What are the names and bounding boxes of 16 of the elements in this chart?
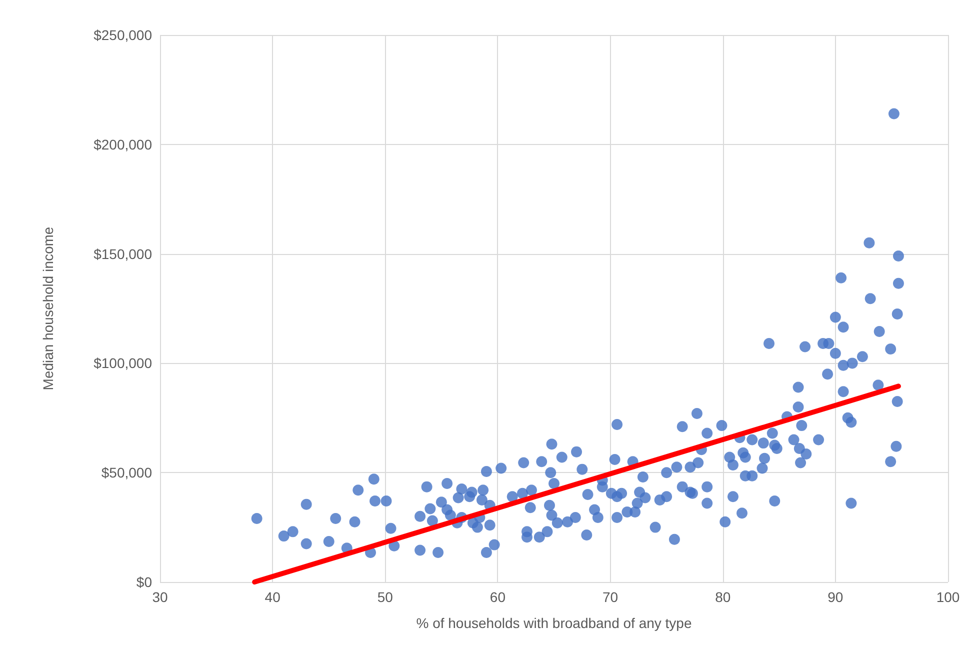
x-tick-label: 70 (602, 589, 618, 605)
y-tick-label: $150,000 (94, 246, 152, 262)
x-tick-label: 30 (152, 589, 168, 605)
y-tick-label: $200,000 (94, 136, 152, 152)
y-tick-label: $0 (136, 574, 152, 590)
x-tick-label: 80 (715, 589, 731, 605)
x-tick-label: 90 (828, 589, 844, 605)
y-axis-title: Median household income (40, 226, 56, 390)
y-tick-label: $100,000 (94, 355, 152, 372)
y-tick-label: $250,000 (94, 27, 152, 43)
x-tick-label: 40 (264, 589, 281, 605)
x-tick-label: 60 (490, 589, 506, 605)
y-tick-label: $50,000 (101, 464, 152, 481)
x-tick-label: 100 (936, 589, 960, 605)
x-tick-label: 50 (377, 589, 394, 605)
x-axis-title: % of households with broadband of any type (416, 615, 692, 631)
